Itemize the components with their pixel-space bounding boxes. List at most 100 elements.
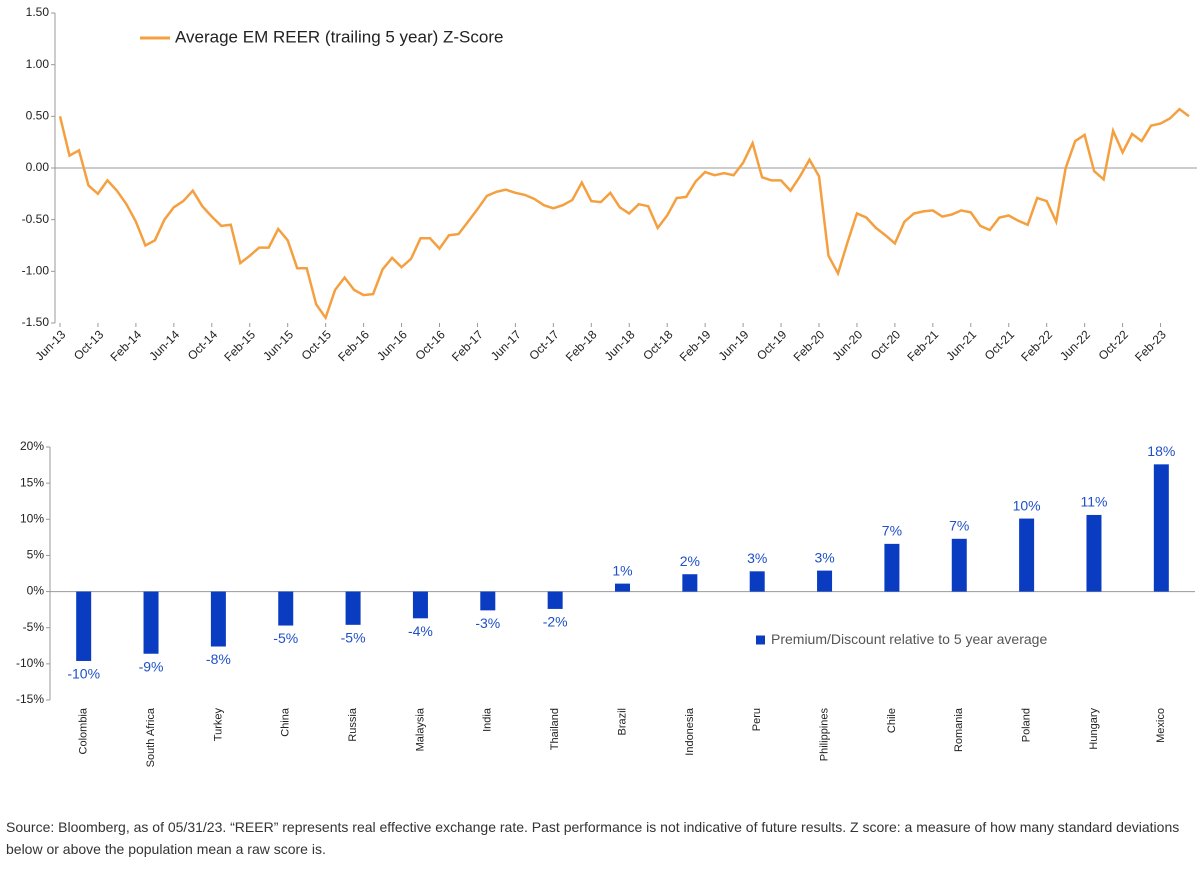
x-tick-label: South Africa — [145, 707, 157, 767]
value-label: -4% — [408, 623, 433, 639]
value-label: 3% — [747, 550, 767, 566]
x-tick-label: Oct-17 — [526, 327, 562, 363]
y-tick-label: -1.50 — [22, 315, 50, 329]
x-tick-label: India — [482, 707, 494, 732]
y-tick-label: 1.50 — [26, 5, 50, 19]
y-tick-label: 10% — [20, 511, 44, 525]
x-tick-label: Oct-18 — [640, 327, 676, 363]
y-tick-label: 0% — [27, 584, 45, 598]
x-tick-label: Oct-13 — [71, 327, 107, 363]
x-tick-label: Feb-23 — [1132, 327, 1169, 364]
x-tick-label: Feb-21 — [904, 327, 941, 364]
x-tick-label: Colombia — [78, 707, 90, 754]
value-label: -10% — [67, 666, 100, 682]
x-tick-label: Oct-19 — [754, 327, 790, 363]
line-series — [58, 107, 1190, 321]
x-tick-label: Feb-19 — [677, 327, 714, 364]
x-tick-label: Oct-20 — [868, 327, 904, 363]
x-tick-label: Oct-21 — [982, 327, 1018, 363]
y-tick-label: 15% — [20, 475, 44, 489]
bar — [210, 591, 226, 647]
x-tick-label: Jun-20 — [829, 327, 865, 363]
bar — [76, 591, 92, 661]
value-label: -5% — [273, 630, 298, 646]
x-tick-label: Feb-15 — [221, 327, 258, 364]
legend-label: Average EM REER (trailing 5 year) Z-Scor… — [175, 27, 503, 46]
value-label: 7% — [949, 518, 969, 534]
bar — [412, 591, 428, 619]
y-tick-label: -5% — [23, 620, 45, 634]
bar — [682, 574, 698, 592]
bar — [143, 591, 159, 654]
y-tick-label: -10% — [16, 656, 44, 670]
bar — [1153, 464, 1169, 592]
x-tick-label: Peru — [751, 708, 763, 731]
bar — [278, 591, 294, 626]
x-tick-label: Jun-16 — [374, 327, 410, 363]
x-tick-label: Jun-22 — [1057, 327, 1093, 363]
x-tick-label: Mexico — [1155, 708, 1167, 743]
bar — [884, 543, 900, 592]
bar — [547, 591, 563, 609]
x-tick-label: Feb-16 — [335, 327, 372, 364]
x-tick-label: Feb-18 — [563, 327, 600, 364]
source-note: Source: Bloomberg, as of 05/31/23. “REER… — [6, 819, 1180, 857]
value-label: 18% — [1147, 443, 1175, 459]
bar — [749, 571, 765, 592]
bar — [345, 591, 361, 625]
value-label: -5% — [341, 630, 366, 646]
x-tick-label: Romania — [953, 707, 965, 752]
x-tick-label: Oct-22 — [1096, 327, 1132, 363]
y-tick-label: 20% — [20, 439, 44, 453]
x-tick-label: Indonesia — [684, 707, 696, 756]
y-tick-label: -15% — [16, 692, 44, 706]
bar — [817, 570, 833, 592]
legend-swatch — [756, 635, 765, 645]
x-tick-label: Philippines — [818, 708, 830, 762]
bar — [480, 591, 496, 611]
y-tick-label: -0.50 — [22, 212, 50, 226]
value-label: 2% — [680, 553, 700, 569]
value-label: -3% — [475, 615, 500, 631]
y-tick-label: 0.00 — [26, 160, 50, 174]
bar — [615, 583, 630, 592]
x-tick-label: Russia — [347, 707, 359, 742]
x-tick-label: Feb-20 — [791, 327, 828, 364]
y-tick-label: 0.50 — [26, 109, 50, 123]
x-tick-label: Jun-13 — [33, 327, 69, 363]
x-tick-label: Turkey — [212, 708, 224, 742]
x-tick-label: Jun-21 — [943, 327, 979, 363]
bar — [1086, 514, 1102, 592]
x-tick-label: Oct-16 — [412, 327, 448, 363]
x-tick-label: Malaysia — [414, 707, 426, 751]
value-label: -2% — [543, 614, 568, 630]
x-tick-label: Oct-15 — [299, 327, 335, 363]
value-label: 11% — [1080, 494, 1107, 510]
y-tick-label: 1.00 — [26, 57, 50, 71]
x-tick-label: Jun-17 — [488, 327, 524, 363]
x-tick-label: Jun-15 — [260, 327, 296, 363]
x-tick-label: Oct-14 — [185, 327, 221, 363]
bar — [1019, 518, 1035, 592]
y-tick-label: -1.00 — [22, 264, 50, 278]
x-tick-label: Jun-14 — [146, 327, 182, 363]
legend-label: Premium/Discount relative to 5 year aver… — [771, 631, 1047, 647]
x-tick-label: Chile — [886, 708, 898, 733]
x-tick-label: Feb-14 — [107, 327, 144, 364]
x-tick-label: Feb-22 — [1018, 327, 1055, 364]
x-tick-label: Jun-19 — [716, 327, 752, 363]
value-label: -8% — [206, 651, 231, 667]
bar — [951, 538, 967, 592]
x-tick-label: Thailand — [549, 708, 561, 750]
value-label: 7% — [882, 523, 902, 539]
x-tick-label: Hungary — [1088, 708, 1100, 750]
value-label: 1% — [612, 562, 632, 578]
value-label: 3% — [814, 549, 834, 565]
x-tick-label: China — [280, 707, 292, 737]
x-tick-label: Poland — [1021, 708, 1033, 742]
y-tick-label: 5% — [27, 548, 45, 562]
value-label: 10% — [1013, 497, 1041, 513]
x-tick-label: Jun-18 — [602, 327, 638, 363]
